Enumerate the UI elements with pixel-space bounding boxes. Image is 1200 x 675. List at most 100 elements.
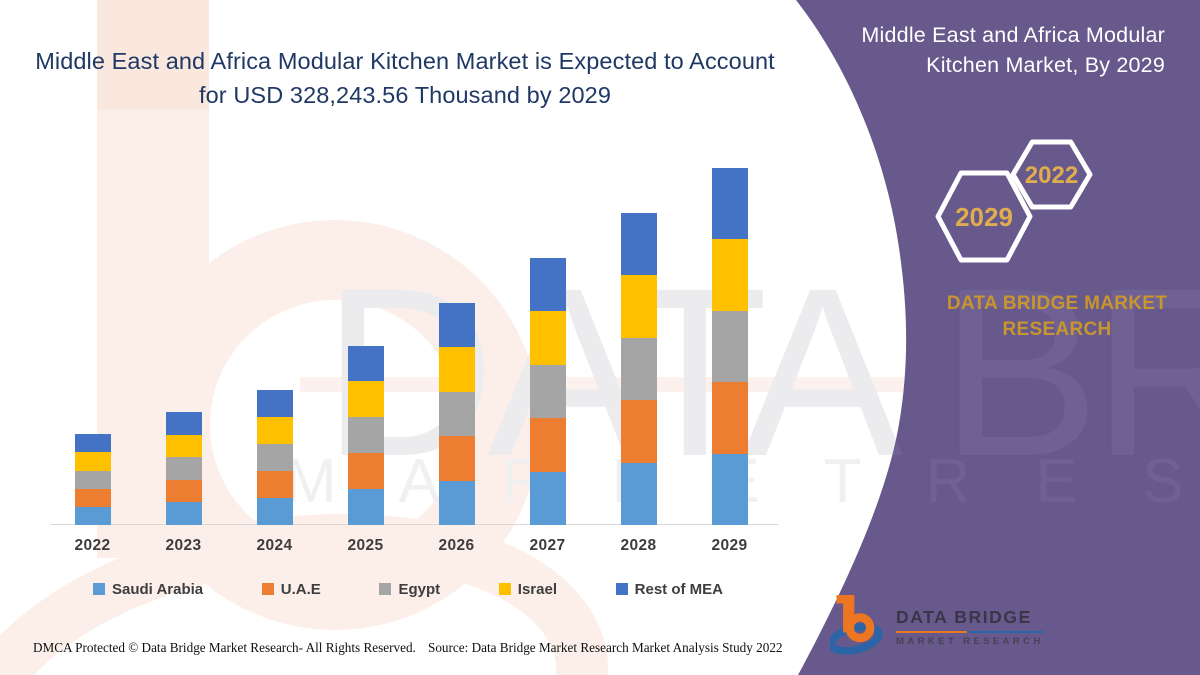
- segment-israel-2024: [256, 417, 293, 445]
- segment-egypt-2026: [438, 391, 475, 437]
- legend-swatch-rest-of-mea: [615, 583, 628, 595]
- page-title: Middle East and Africa Modular Kitchen M…: [15, 44, 795, 112]
- purple-side-panel: [796, 0, 1200, 675]
- segment-israel-2027: [529, 311, 566, 365]
- x-axis-label-2029: 2029: [711, 537, 748, 554]
- bar-column-2026: 2026: [411, 160, 502, 554]
- bar-column-2028: 2028: [593, 160, 684, 554]
- segment-rest-of-mea-2027: [529, 257, 566, 312]
- x-axis-label-2025: 2025: [347, 537, 384, 554]
- legend-swatch-saudi-arabia: [93, 583, 105, 595]
- legend-swatch-egypt: [379, 583, 392, 595]
- segment-egypt-2029: [711, 310, 748, 383]
- segment-saudi-arabia-2023: [165, 502, 202, 525]
- stacked-bar-2026: [438, 302, 475, 526]
- stacked-bar-chart: 2022 2023 2024 2025 2026 2027 2028 2029: [47, 160, 775, 554]
- segment-saudi-arabia-2024: [256, 498, 293, 526]
- segment-saudi-arabia-2025: [347, 489, 384, 526]
- segment-u-a-e-2028: [620, 400, 657, 463]
- hexagon-2029: [935, 170, 1033, 263]
- hexagon-2029-label: 2029: [955, 202, 1013, 232]
- segment-rest-of-mea-2025: [347, 345, 384, 382]
- legend-item-u-a-e: U.A.E: [261, 580, 321, 598]
- logo-divider: [896, 631, 1044, 633]
- segment-saudi-arabia-2029: [711, 453, 748, 526]
- segment-u-a-e-2023: [165, 479, 202, 503]
- panel-title: Middle East and Africa Modular Kitchen M…: [823, 20, 1165, 80]
- segment-egypt-2028: [620, 337, 657, 401]
- year-hexagons: 2029 2022: [935, 139, 1093, 263]
- segment-israel-2028: [620, 275, 657, 338]
- hexagon-2022-label: 2022: [1025, 162, 1078, 189]
- dbmr-logo-icon: [830, 595, 883, 655]
- page-title-line1: Middle East and Africa Modular Kitchen M…: [35, 48, 775, 74]
- segment-israel-2025: [347, 381, 384, 418]
- bar-column-2023: 2023: [138, 160, 229, 554]
- chart-legend: Saudi Arabia U.A.E Egypt Israel Rest of MEA: [93, 576, 723, 602]
- x-axis-label-2028: 2028: [620, 537, 657, 554]
- segment-israel-2026: [438, 347, 475, 392]
- legend-label-saudi-arabia: Saudi Arabia: [112, 580, 204, 598]
- stacked-bar-2029: [711, 168, 748, 526]
- stacked-bar-2027: [529, 257, 566, 525]
- x-axis-label-2027: 2027: [529, 537, 566, 554]
- segment-rest-of-mea-2028: [620, 212, 657, 276]
- legend-label-u-a-e: U.A.E: [280, 580, 321, 598]
- x-axis-label-2022: 2022: [74, 537, 111, 554]
- segment-egypt-2025: [347, 417, 384, 454]
- x-axis-line: [50, 524, 778, 525]
- bar-column-2022: 2022: [47, 160, 138, 554]
- legend-label-egypt: Egypt: [398, 580, 441, 598]
- legend-item-saudi-arabia: Saudi Arabia: [93, 581, 203, 598]
- panel-title-line1: Middle East and Africa Modular: [861, 23, 1165, 47]
- bar-column-2025: 2025: [320, 160, 411, 554]
- bar-column-2029: 2029: [684, 160, 775, 554]
- dbmr-logo-text: DATA BRIDGE MARKET RESEARCH: [896, 593, 1044, 647]
- legend-item-israel: Israel: [498, 580, 557, 598]
- legend-swatch-u-a-e: [261, 583, 274, 595]
- bar-column-2027: 2027: [502, 160, 593, 554]
- logo-b-stem: [843, 595, 855, 633]
- legend-label-israel: Israel: [517, 580, 557, 598]
- legend-item-rest-of-mea: Rest of MEA: [615, 580, 723, 598]
- segment-saudi-arabia-2027: [529, 471, 566, 525]
- bar-column-2024: 2024: [229, 160, 320, 554]
- segment-u-a-e-2027: [529, 418, 566, 472]
- segment-rest-of-mea-2023: [165, 412, 202, 435]
- logo-b-bowl: [845, 613, 875, 643]
- segment-egypt-2023: [165, 457, 202, 480]
- segment-u-a-e-2029: [711, 382, 748, 454]
- stacked-bar-2025: [347, 345, 384, 526]
- segment-rest-of-mea-2026: [438, 302, 475, 348]
- stacked-bar-2024: [256, 390, 293, 526]
- legend-item-egypt: Egypt: [379, 581, 440, 598]
- stacked-bar-2023: [165, 412, 202, 525]
- segment-saudi-arabia-2022: [74, 506, 111, 526]
- segment-saudi-arabia-2028: [620, 462, 657, 526]
- logo-title: DATA BRIDGE: [896, 607, 1032, 627]
- segment-u-a-e-2025: [347, 453, 384, 490]
- brand-name: DATA BRIDGE MARKET RESEARCH: [928, 291, 1186, 343]
- source-text: Source: Data Bridge Market Research Mark…: [428, 640, 783, 655]
- segment-rest-of-mea-2024: [256, 390, 293, 418]
- segment-egypt-2022: [74, 470, 111, 489]
- segment-egypt-2027: [529, 364, 566, 419]
- legend-label-rest-of-mea: Rest of MEA: [634, 580, 723, 598]
- segment-rest-of-mea-2022: [74, 434, 111, 453]
- segment-israel-2022: [74, 452, 111, 471]
- segment-israel-2023: [165, 434, 202, 458]
- dbmr-logo: DATA BRIDGE MARKET RESEARCH: [830, 593, 1044, 655]
- stacked-bar-2022: [74, 434, 111, 526]
- page-title-line2: for USD 328,243.56 Thousand by 2029: [199, 82, 611, 108]
- hexagon-2022: [1010, 139, 1093, 210]
- panel-title-line2: Kitchen Market, By 2029: [926, 53, 1165, 77]
- brand-name-line1: DATA BRIDGE MARKET: [946, 293, 1168, 314]
- x-axis-label-2024: 2024: [256, 537, 293, 554]
- segment-u-a-e-2022: [74, 488, 111, 507]
- x-axis-label-2026: 2026: [438, 537, 475, 554]
- stacked-bar-2028: [620, 212, 657, 526]
- segment-u-a-e-2026: [438, 436, 475, 481]
- brand-name-line2: RESEARCH: [1002, 319, 1112, 340]
- x-axis-label-2023: 2023: [165, 537, 202, 554]
